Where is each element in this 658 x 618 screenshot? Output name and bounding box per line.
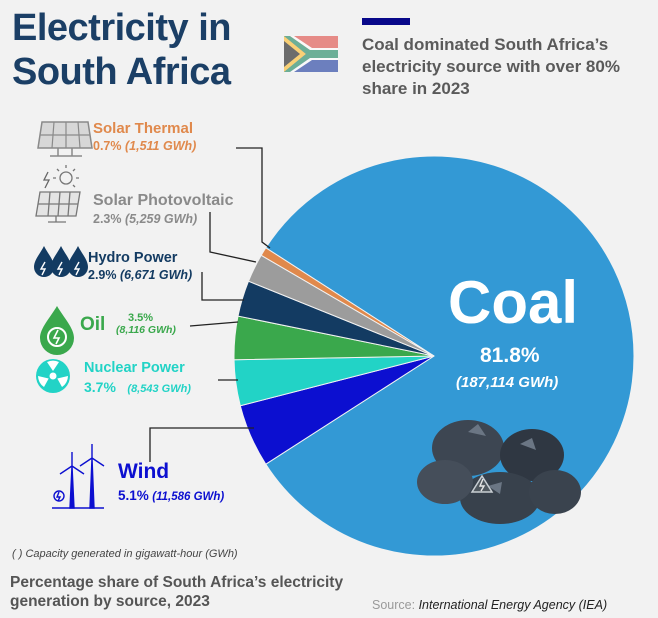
pie-slice-solar-thermal (260, 247, 435, 357)
gwh-note: ( ) Capacity generated in gigawatt-hour … (12, 548, 238, 560)
coal-gwh: (187,114 GWh) (456, 374, 558, 391)
nuclear-gwh: (8,543 GWh) (127, 383, 191, 395)
coal-lumps-icon (417, 420, 581, 524)
source-name: International Energy Agency (IEA) (418, 598, 608, 612)
wind-value: 5.1% (11,586 GWh) (118, 488, 224, 503)
label-hydro-power: Hydro Power 2.9% (6,671 GWh) (88, 250, 192, 282)
leader-line-solar-pv (209, 212, 257, 263)
hydro-value: 2.9% (6,671 GWh) (88, 268, 192, 282)
nuclear-icon (36, 359, 70, 393)
leader-line-hydro (201, 272, 244, 301)
solar-thermal-gwh: (1,511 GWh) (124, 139, 197, 153)
label-nuclear-power: Nuclear Power 3.7% (8,543 GWh) (84, 360, 191, 395)
label-solar-photovoltaic: Solar Photovoltaic 2.3% (5,259 GWh) (93, 192, 233, 226)
wind-turbines-icon (52, 444, 105, 509)
oil-gwh: (8,116 GWh) (116, 324, 176, 336)
nuclear-percent: 3.7% (84, 379, 116, 395)
hydro-percent: 2.9% (88, 268, 117, 282)
solar-pv-percent: 2.3% (93, 212, 122, 226)
label-wind: Wind 5.1% (11,586 GWh) (118, 460, 224, 503)
source-credit: Source: International Energy Agency (IEA… (372, 598, 607, 612)
solar-pv-name: Solar Photovoltaic (93, 192, 234, 209)
label-coal: Coal (448, 268, 578, 337)
footer-title: Percentage share of South Africa’s elect… (10, 574, 344, 610)
coal-name: Coal (448, 269, 579, 336)
solar-thermal-value: 0.7% (1,511 GWh) (93, 139, 196, 153)
leader-line-oil (189, 321, 239, 327)
subtitle-accent-bar (362, 18, 410, 25)
coal-percent-text: 81.8% (480, 344, 540, 367)
wind-percent: 5.1% (118, 488, 149, 503)
solar-thermal-panel-icon (37, 121, 93, 157)
oil-name: Oil (80, 314, 106, 335)
nuclear-name: Nuclear Power (84, 360, 185, 376)
hydro-gwh: (6,671 GWh) (119, 268, 193, 282)
title-line-1: Electricity in (12, 7, 231, 49)
coal-gwh-text: (187,114 GWh) (456, 374, 559, 391)
leader-lines (149, 147, 271, 462)
wind-gwh: (11,586 GWh) (152, 491, 225, 503)
subtitle: Coal dominated South Africa’s electricit… (362, 35, 620, 98)
solar-thermal-percent: 0.7% (93, 139, 122, 153)
oil-drop-icon (40, 306, 74, 355)
label-solar-thermal: Solar Thermal 0.7% (1,511 GWh) (93, 120, 196, 153)
source-label: Source: (372, 598, 416, 612)
solar-thermal-name: Solar Thermal (93, 120, 194, 137)
page-title: Electricity in South Africa (12, 6, 312, 94)
coal-percent: 81.8% (480, 344, 540, 368)
solar-photovoltaic-icon (35, 165, 81, 223)
nuclear-value: 3.7% (8,543 GWh) (84, 379, 191, 395)
oil-percent: 3.5% (128, 312, 154, 324)
wind-name: Wind (118, 460, 170, 483)
solar-pv-value: 2.3% (5,259 GWh) (93, 212, 233, 226)
south-africa-flag-icon (284, 36, 338, 72)
leader-line-solar-thermal (236, 147, 271, 249)
hydro-power-icon (34, 246, 88, 277)
hydro-name: Hydro Power (88, 250, 178, 266)
title-line-2: South Africa (12, 51, 231, 93)
leader-line-wind (149, 427, 254, 462)
oil-value: 3.5% (8,116 GWh) (116, 312, 176, 336)
label-oil: Oil (80, 314, 105, 336)
solar-pv-gwh: (5,259 GWh) (124, 212, 198, 226)
